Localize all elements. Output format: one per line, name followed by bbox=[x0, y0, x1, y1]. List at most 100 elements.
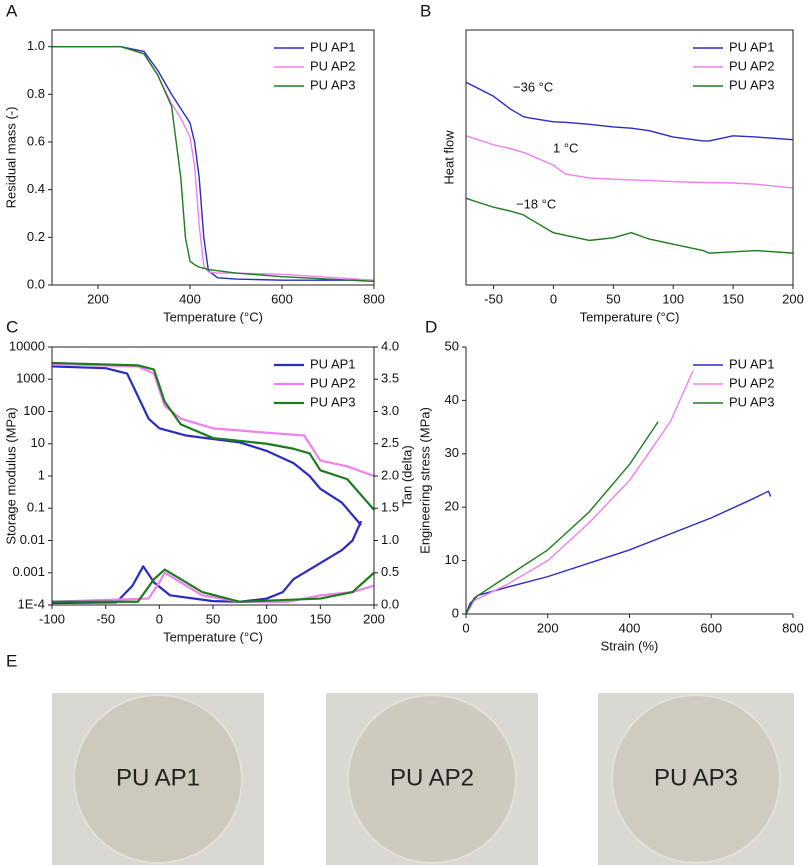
annotation: −36 °C bbox=[513, 79, 553, 94]
x-tick-label: 150 bbox=[722, 291, 744, 306]
legend-label: PU AP1 bbox=[729, 356, 775, 371]
legend-label: PU AP2 bbox=[729, 58, 775, 73]
panel-label: A bbox=[6, 1, 18, 20]
series-line bbox=[52, 45, 374, 281]
x-tick-label: 800 bbox=[782, 620, 804, 635]
x-tick-label: 200 bbox=[782, 291, 804, 306]
chart: C -100 -50 0 50 100 150 200 1E-4 0.001 0.01 0.1 1 10 1… bbox=[3, 317, 414, 644]
y2-tick-label: 1.5 bbox=[381, 500, 399, 515]
annotation: −18 °C bbox=[516, 196, 556, 211]
y-tick-label: 40 bbox=[445, 392, 459, 407]
x-tick-label: 100 bbox=[662, 291, 684, 306]
series-line bbox=[465, 370, 694, 615]
sample-label: PU AP2 bbox=[390, 764, 474, 791]
x-tick-label: -50 bbox=[484, 291, 503, 306]
y2-tick-label: 4.0 bbox=[381, 338, 399, 353]
legend-label: PU AP1 bbox=[729, 39, 775, 54]
x-tick-label: 400 bbox=[179, 291, 201, 306]
x-tick-label: 600 bbox=[271, 291, 293, 306]
photo: PU AP3 bbox=[598, 693, 794, 865]
x-tick-label: 0 bbox=[156, 611, 163, 626]
y2-tick-label: 3.0 bbox=[381, 403, 399, 418]
y-tick-label: 10 bbox=[445, 552, 459, 567]
y-axis-label: Residual mass (-) bbox=[3, 107, 18, 209]
chart: B -50 0 50 100 150 200 Temperature (°C) Heat flo… bbox=[420, 1, 804, 324]
x-tick-label: 200 bbox=[363, 611, 385, 626]
y-tick-label: 0.001 bbox=[12, 564, 45, 579]
sample-disc bbox=[347, 694, 517, 864]
y2-axis-label: Tan (delta) bbox=[399, 445, 414, 506]
x-tick-label: 0 bbox=[550, 291, 557, 306]
y-tick-label: 20 bbox=[445, 499, 459, 514]
series-line bbox=[51, 361, 375, 511]
y-tick-label: 100 bbox=[23, 403, 45, 418]
chart: A 200 400 600 800 0.0 0.2 0.4 0.6 0.8 1.0 Temperatu… bbox=[3, 1, 384, 324]
sample-disc bbox=[73, 694, 243, 864]
legend-label: PU AP2 bbox=[310, 58, 356, 73]
x-tick-label: -50 bbox=[96, 611, 115, 626]
x-tick-label: 50 bbox=[206, 611, 220, 626]
y2-tick-label: 2.0 bbox=[381, 467, 399, 482]
legend-label: PU AP1 bbox=[310, 356, 356, 371]
series-line bbox=[51, 571, 375, 603]
panel-label: E bbox=[6, 651, 17, 670]
y-tick-label: 0.01 bbox=[20, 532, 45, 547]
x-tick-label: 100 bbox=[256, 611, 278, 626]
x-tick-label: 150 bbox=[309, 611, 331, 626]
y-tick-label: 50 bbox=[445, 338, 459, 353]
y2-tick-label: 3.5 bbox=[381, 371, 399, 386]
y-tick-label: 1 bbox=[38, 467, 45, 482]
y-tick-label: 0.6 bbox=[27, 133, 45, 148]
x-tick-label: 0 bbox=[462, 620, 469, 635]
legend-label: PU AP3 bbox=[729, 394, 775, 409]
x-tick-label: 600 bbox=[700, 620, 722, 635]
y-tick-label: 0.2 bbox=[27, 229, 45, 244]
panel-label: D bbox=[425, 317, 437, 336]
y2-tick-label: 0.5 bbox=[381, 564, 399, 579]
y-tick-label: 1000 bbox=[16, 371, 45, 386]
y-axis-label: Engineering stress (MPa) bbox=[417, 407, 432, 554]
legend-label: PU AP3 bbox=[310, 77, 356, 92]
series-line bbox=[52, 568, 375, 603]
sample-disc bbox=[611, 694, 781, 864]
legend-label: PU AP2 bbox=[310, 375, 356, 390]
panel-label: C bbox=[6, 317, 18, 336]
chart: D 0 200 400 600 800 0 10 20 30 40 50 Strain (%) Engin… bbox=[417, 317, 803, 653]
y-tick-label: 10000 bbox=[9, 338, 45, 353]
legend-label: PU AP3 bbox=[729, 77, 775, 92]
x-tick-label: 800 bbox=[363, 291, 385, 306]
sample-label: PU AP1 bbox=[116, 764, 200, 791]
y2-tick-label: 0.0 bbox=[381, 596, 399, 611]
y-tick-label: 0.1 bbox=[27, 500, 45, 515]
x-axis-label: Temperature (°C) bbox=[163, 629, 263, 644]
series-line bbox=[465, 135, 794, 189]
series-line bbox=[52, 45, 375, 283]
x-axis-label: Temperature (°C) bbox=[580, 309, 680, 324]
x-tick-label: -100 bbox=[39, 611, 65, 626]
x-tick-label: 200 bbox=[537, 620, 559, 635]
series-line bbox=[465, 490, 772, 615]
annotation: 1 °C bbox=[553, 140, 578, 155]
y-axis-label: Heat flow bbox=[441, 130, 456, 185]
sample-label: PU AP3 bbox=[654, 764, 738, 791]
plot-frame bbox=[51, 29, 375, 286]
x-axis-label: Strain (%) bbox=[601, 638, 659, 653]
x-tick-label: 200 bbox=[87, 291, 109, 306]
x-axis-label: Temperature (°C) bbox=[163, 309, 263, 324]
legend-label: PU AP1 bbox=[310, 39, 356, 54]
y2-tick-label: 1.0 bbox=[381, 532, 399, 547]
panel-label: B bbox=[420, 1, 431, 20]
x-tick-label: 50 bbox=[606, 291, 620, 306]
y-tick-label: 0.0 bbox=[27, 276, 45, 291]
y-tick-label: 1E-4 bbox=[18, 596, 45, 611]
y-tick-label: 10 bbox=[31, 435, 45, 450]
y-tick-label: 0 bbox=[452, 605, 459, 620]
series-line bbox=[465, 197, 794, 254]
y-tick-label: 1.0 bbox=[27, 38, 45, 53]
series-line bbox=[51, 362, 375, 478]
y-tick-label: 0.4 bbox=[27, 181, 45, 196]
y-tick-label: 30 bbox=[445, 445, 459, 460]
y-tick-label: 0.8 bbox=[27, 86, 45, 101]
x-tick-label: 400 bbox=[619, 620, 641, 635]
